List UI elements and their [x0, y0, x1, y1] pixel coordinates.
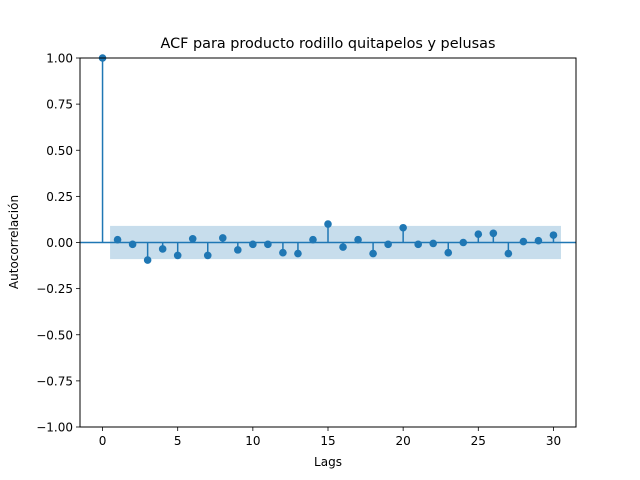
marker-lag-8	[218, 234, 227, 242]
marker-lag-11	[264, 240, 272, 249]
marker-lag-24	[459, 238, 468, 247]
x-tick-label: 20	[396, 434, 411, 448]
x-axis-label: Lags	[314, 455, 342, 469]
marker-lag-7	[203, 251, 212, 260]
x-tick-label: 15	[320, 434, 335, 448]
marker-lag-21	[414, 240, 422, 249]
y-tick-label: 0.50	[46, 144, 73, 158]
marker-lag-20	[399, 223, 407, 232]
marker-lag-9	[234, 246, 242, 254]
marker-lag-16	[339, 243, 347, 251]
marker-lag-12	[279, 248, 287, 257]
marker-lag-3	[143, 256, 152, 264]
y-tick-label: −0.50	[36, 328, 73, 342]
marker-lag-18	[369, 249, 377, 258]
x-tick-label: 30	[546, 434, 561, 448]
y-tick-label: −1.00	[36, 421, 73, 435]
y-tick-label: 0.00	[46, 236, 73, 250]
marker-lag-10	[249, 240, 257, 249]
y-tick-label: −0.25	[36, 282, 73, 296]
x-tick-label: 0	[99, 434, 107, 448]
y-axis-label: Autocorrelación	[7, 195, 21, 289]
y-tick-label: −0.75	[36, 374, 73, 388]
marker-lag-27	[504, 249, 513, 258]
marker-lag-6	[188, 235, 197, 243]
y-tick-label: 0.25	[46, 190, 73, 204]
y-tick-label: 0.75	[46, 98, 73, 112]
x-tick-label: 5	[174, 434, 182, 448]
marker-lag-4	[158, 245, 167, 253]
marker-lag-25	[474, 230, 483, 238]
marker-lag-2	[128, 240, 137, 249]
marker-lag-26	[489, 229, 498, 238]
marker-lag-17	[354, 235, 362, 244]
marker-lag-23	[444, 248, 453, 257]
marker-lag-19	[384, 240, 392, 249]
marker-lag-22	[429, 239, 438, 248]
marker-lag-30	[549, 231, 558, 239]
y-ticks: −1.00 −0.75 −0.50 −0.25 0.00 0.25 0.50 0.75 1.00	[36, 52, 80, 435]
marker-lag-14	[309, 235, 317, 244]
markers-layer	[98, 54, 558, 264]
y-tick-label: 1.00	[46, 52, 73, 66]
marker-lag-13	[294, 249, 302, 258]
marker-lag-1	[113, 235, 122, 244]
marker-lag-15	[324, 220, 332, 228]
marker-lag-29	[534, 236, 543, 245]
x-tick-label: 25	[471, 434, 486, 448]
x-ticks: 0 5 10 15 20 25 30	[99, 427, 561, 448]
marker-lag-5	[173, 251, 182, 260]
marker-lag-28	[519, 237, 528, 246]
x-tick-label: 10	[245, 434, 260, 448]
chart-title: ACF para producto rodillo quitapelos y p…	[161, 36, 496, 52]
